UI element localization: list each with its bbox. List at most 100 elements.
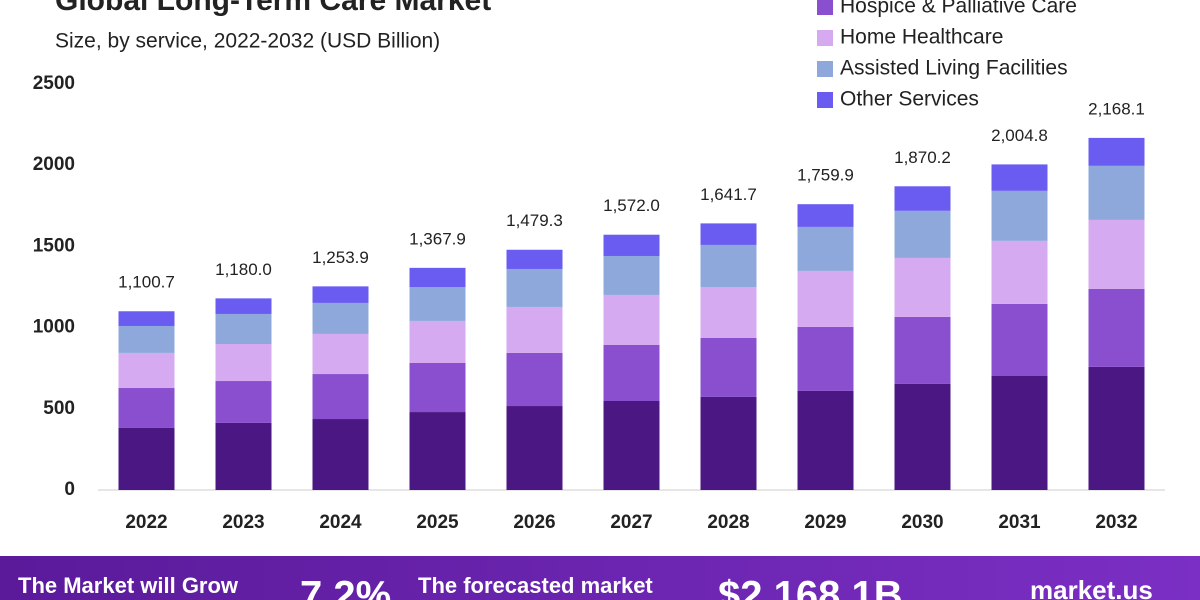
bar-segment [797, 390, 854, 490]
bar-segment [118, 427, 175, 490]
value-label: 1,759.9 [797, 166, 854, 185]
value-label: 2,004.8 [991, 126, 1048, 145]
value-label: 1,479.3 [506, 211, 563, 230]
bar-segment [603, 255, 660, 295]
bar-segment [894, 186, 951, 211]
bar-segment [894, 257, 951, 317]
bar-segment [215, 298, 272, 314]
bar-segment [409, 320, 466, 364]
bar-segment [312, 302, 369, 334]
value-label: 1,180.0 [215, 260, 272, 279]
x-tick-label: 2029 [804, 512, 846, 533]
value-label: 1,641.7 [700, 185, 757, 204]
legend-swatch [817, 92, 833, 108]
bar-segment [409, 267, 466, 287]
x-tick-label: 2031 [998, 512, 1041, 533]
bar-segment [797, 226, 854, 271]
value-label: 1,367.9 [409, 229, 466, 248]
bar-segment [312, 374, 369, 420]
banner-cagr: 7.2% [300, 574, 391, 600]
chart-subtitle: Size, by service, 2022-2032 (USD Billion… [55, 30, 440, 53]
y-tick-label: 1500 [33, 235, 75, 256]
y-tick-label: 2500 [33, 73, 75, 94]
bar-segment [312, 333, 369, 375]
bar-segment [118, 311, 175, 326]
bar-segment [506, 306, 563, 353]
bar-segment [215, 344, 272, 382]
bar-segment [797, 326, 854, 391]
bar-segment [409, 287, 466, 321]
y-tick-label: 0 [64, 479, 75, 500]
banner-brand: market.us [1030, 575, 1153, 600]
legend-label: Assisted Living Facilities [840, 57, 1068, 80]
bar-segment [118, 388, 175, 428]
value-label: 1,253.9 [312, 248, 369, 267]
bar-segment [797, 204, 854, 227]
x-tick-label: 2024 [319, 512, 362, 533]
banner-text: The Market will Grow [18, 573, 239, 598]
bar-segment [700, 223, 757, 245]
bar-segment [991, 240, 1048, 304]
bar-segment [409, 363, 466, 413]
value-label: 1,572.0 [603, 196, 660, 215]
bar-segment [118, 325, 175, 353]
bar-segment [409, 412, 466, 490]
bar-segment [506, 268, 563, 307]
bar-segment [215, 381, 272, 423]
bar-segment [894, 383, 951, 490]
bar-segment [1088, 137, 1145, 166]
bar-segment [506, 352, 563, 407]
bar-segment [312, 419, 369, 490]
bar-segment [991, 375, 1048, 490]
y-tick-label: 1000 [33, 317, 75, 338]
legend-swatch [817, 30, 833, 46]
x-tick-label: 2030 [901, 512, 943, 533]
bar-segment [894, 210, 951, 258]
bar-segment [700, 287, 757, 338]
bar-segment [215, 422, 272, 490]
bar-segment [506, 406, 563, 490]
bar-segment [700, 396, 757, 490]
bar-segment [700, 244, 757, 287]
bar-segment [991, 303, 1048, 376]
legend-swatch [817, 0, 833, 15]
bar-segment [700, 337, 757, 397]
x-tick-label: 2022 [125, 512, 167, 533]
legend-label: Hospice & Palliative Care [840, 0, 1077, 18]
bar-segment [603, 344, 660, 402]
x-tick-label: 2032 [1095, 512, 1137, 533]
banner [0, 556, 1200, 600]
bar-segment [1088, 165, 1145, 220]
x-tick-label: 2026 [513, 512, 555, 533]
x-tick-label: 2025 [416, 512, 459, 533]
value-label: 1,870.2 [894, 148, 951, 167]
bar-segment [1088, 219, 1145, 289]
bar-segment [894, 316, 951, 384]
bar-segment [991, 164, 1048, 191]
bar-segment [215, 313, 272, 345]
bar-segment [1088, 366, 1145, 490]
value-label: 2,168.1 [1088, 99, 1145, 118]
bar-segment [603, 401, 660, 490]
y-tick-label: 2000 [33, 154, 75, 175]
legend-label: Other Services [840, 88, 979, 111]
banner-value: $2,168.1B [718, 574, 903, 600]
bar-segment [506, 249, 563, 269]
x-tick-label: 2028 [707, 512, 749, 533]
bar-segment [1088, 288, 1145, 367]
bar-segment [797, 270, 854, 327]
bar-segment [603, 234, 660, 256]
x-tick-label: 2027 [610, 512, 652, 533]
y-tick-label: 500 [43, 398, 75, 419]
bar-segment [603, 294, 660, 345]
value-label: 1,100.7 [118, 273, 175, 292]
chart-title: Global Long-Term Care Market [55, 0, 491, 17]
x-tick-label: 2023 [222, 512, 264, 533]
legend-swatch [817, 61, 833, 77]
bar-segment [312, 286, 369, 303]
bar-segment [118, 352, 175, 389]
bar-segment [991, 190, 1048, 241]
legend-label: Home Healthcare [840, 26, 1003, 49]
